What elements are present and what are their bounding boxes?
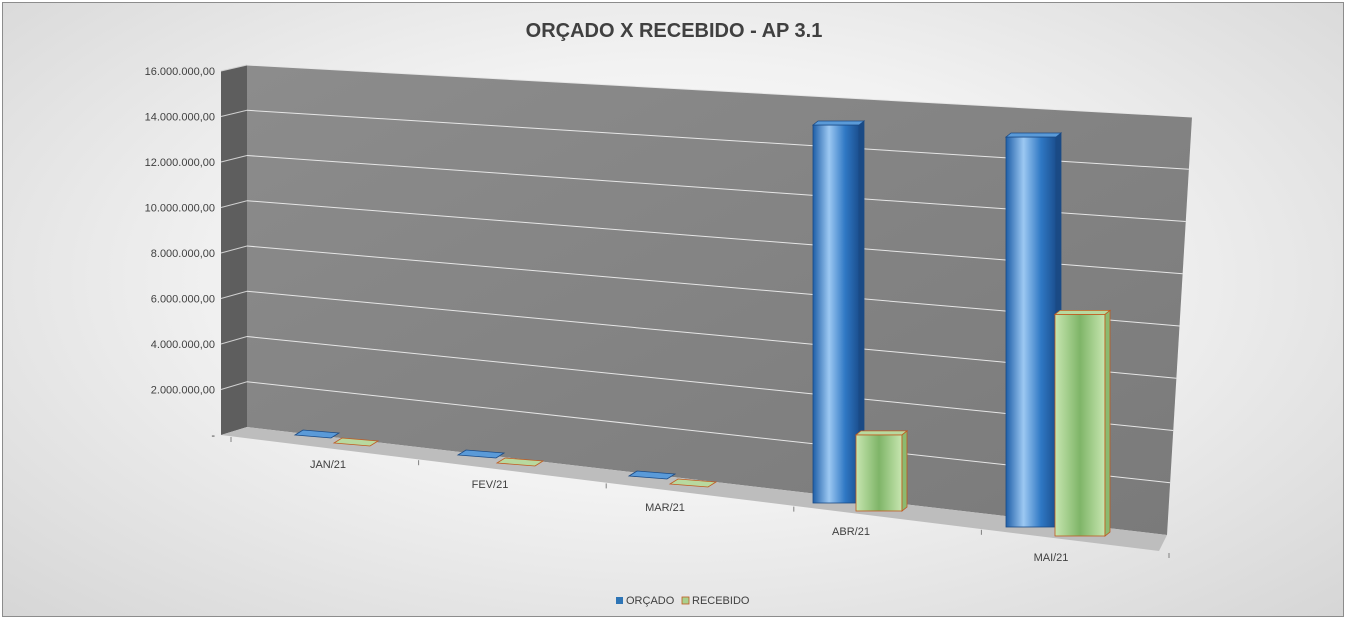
legend-swatch-orcado bbox=[616, 597, 623, 604]
y-tick-label: 8.000.000,00 bbox=[151, 248, 215, 260]
y-tick-label: 6.000.000,00 bbox=[151, 294, 215, 306]
gridline-side bbox=[220, 381, 248, 390]
y-tick-label: 4.000.000,00 bbox=[151, 339, 215, 351]
x-tick-label: JAN/21 bbox=[310, 459, 346, 471]
floor bbox=[221, 427, 1167, 551]
x-tick-label: MAR/21 bbox=[645, 502, 685, 514]
gridline-side bbox=[220, 155, 248, 163]
bar-recebido bbox=[854, 430, 909, 512]
gridline-side bbox=[220, 109, 248, 117]
bar-orcado bbox=[456, 449, 506, 459]
y-tick-label: - bbox=[211, 430, 215, 442]
gridline-side bbox=[220, 64, 248, 72]
legend-swatch-recebido bbox=[681, 596, 690, 605]
bar-orcado bbox=[627, 470, 677, 480]
y-tick-label: 10.000.000,00 bbox=[145, 203, 215, 215]
bar-recebido bbox=[495, 457, 545, 467]
y-tick-label: 14.000.000,00 bbox=[145, 112, 215, 124]
back-wall bbox=[247, 65, 1192, 535]
legend: ORÇADO RECEBIDO bbox=[616, 595, 750, 607]
gridline-side bbox=[220, 245, 248, 254]
legend-label-orcado: ORÇADO bbox=[626, 595, 675, 607]
bar-recebido bbox=[1053, 309, 1112, 537]
x-tick-label: MAI/21 bbox=[1034, 552, 1069, 564]
y-tick-label: 2.000.000,00 bbox=[151, 385, 215, 397]
gridline-side bbox=[220, 336, 248, 345]
gridline-side bbox=[220, 290, 248, 299]
bar-orcado bbox=[293, 429, 341, 439]
y-tick-label: 16.000.000,00 bbox=[145, 66, 215, 78]
chart-title: ORÇADO X RECEBIDO - AP 3.1 bbox=[526, 20, 823, 42]
x-tick-label: FEV/21 bbox=[472, 479, 509, 491]
x-tick-label: ABR/21 bbox=[832, 526, 870, 538]
bar-recebido bbox=[668, 478, 718, 488]
y-tick-label: 12.000.000,00 bbox=[145, 157, 215, 169]
bar-orcado bbox=[1004, 132, 1063, 528]
legend-label-recebido: RECEBIDO bbox=[692, 595, 750, 607]
bar-recebido bbox=[332, 437, 380, 447]
gridline-side bbox=[220, 200, 248, 208]
gridline bbox=[246, 64, 1193, 118]
